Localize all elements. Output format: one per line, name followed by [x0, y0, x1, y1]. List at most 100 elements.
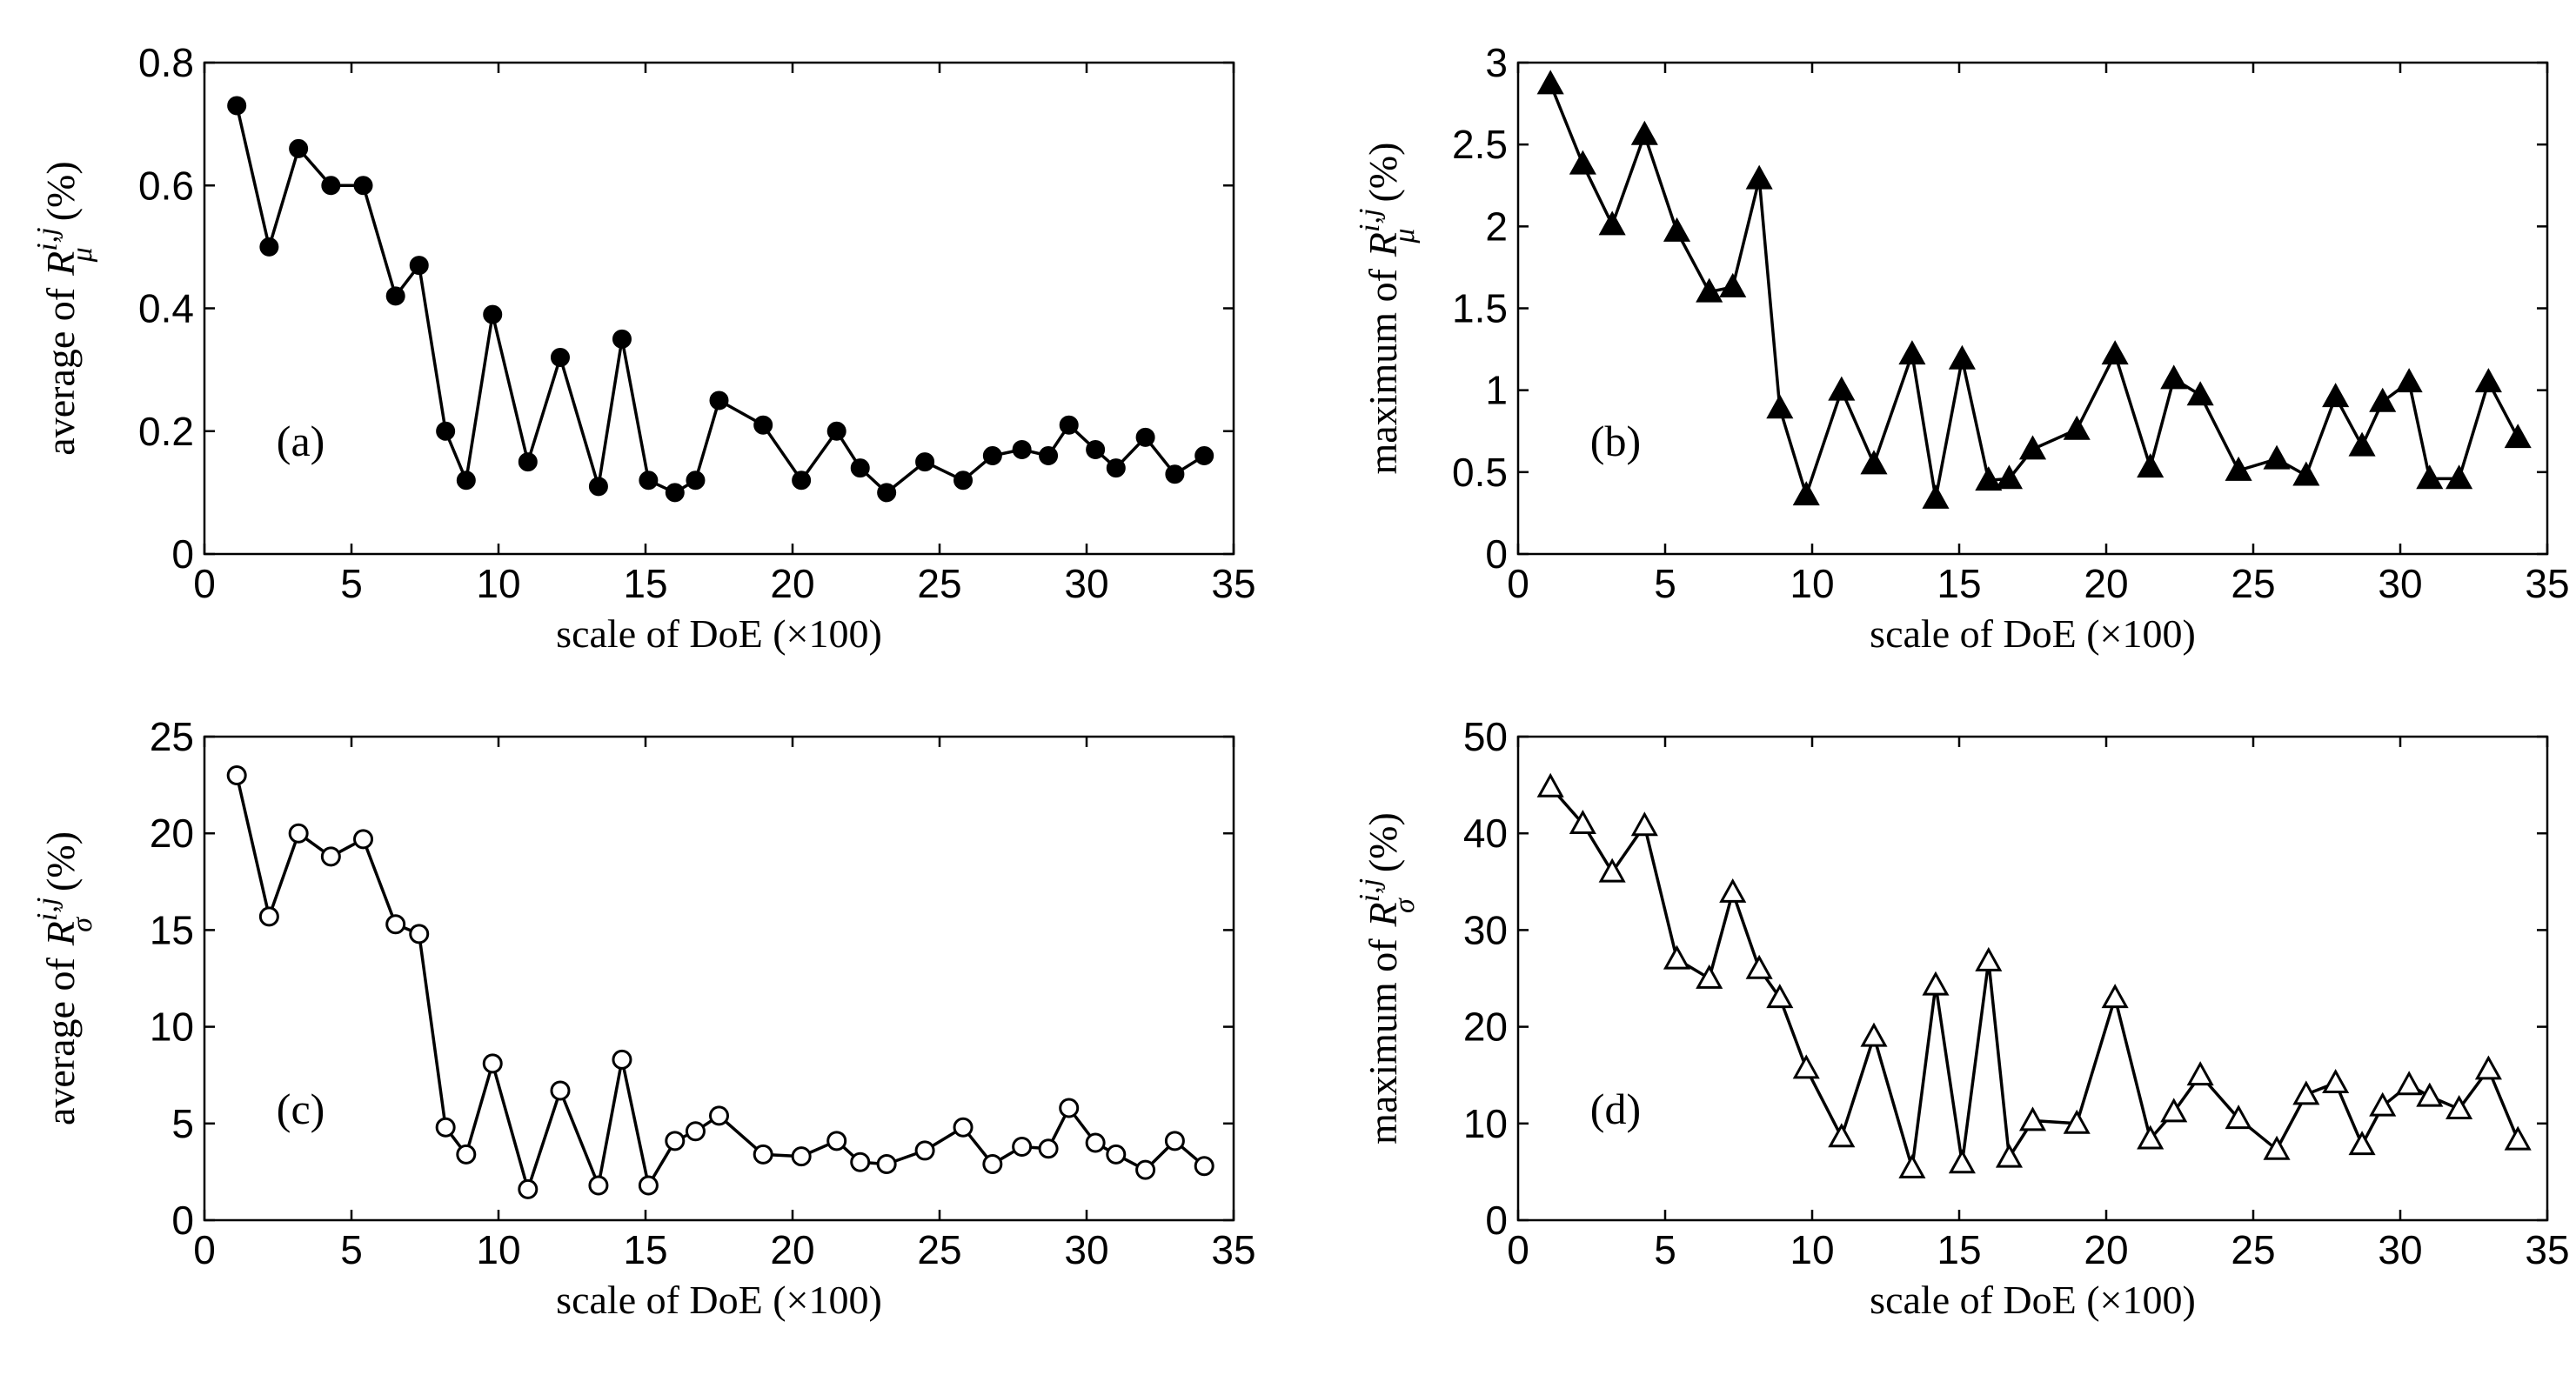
- data-point: [2395, 368, 2423, 393]
- x-axis-label: scale of DoE (×100): [556, 611, 882, 656]
- data-point: [1745, 164, 1773, 190]
- x-tick-label: 0: [1507, 1227, 1529, 1272]
- data-point: [409, 924, 430, 944]
- y-tick-label: 10: [1463, 1101, 1508, 1146]
- data-point: [1898, 340, 1926, 365]
- data-point: [2263, 1135, 2291, 1160]
- y-label-subscript: μ: [66, 247, 98, 263]
- data-point: [709, 390, 729, 410]
- y-label-subscript: σ: [66, 917, 98, 932]
- x-tick-label: 10: [1790, 561, 1834, 606]
- series-line: [1549, 785, 2519, 1170]
- y-label-symbol: R: [38, 921, 83, 946]
- y-axis-label: maximum of Ri,jμ (%): [1354, 143, 1421, 475]
- data-point: [409, 256, 429, 276]
- data-point: [259, 237, 279, 257]
- data-point: [1975, 466, 2003, 491]
- data-point: [877, 483, 897, 503]
- data-point: [588, 1175, 609, 1196]
- data-point: [2160, 364, 2188, 390]
- data-point: [1194, 1156, 1214, 1177]
- data-point: [321, 176, 341, 196]
- data-point: [289, 138, 309, 158]
- data-point: [1598, 210, 1626, 236]
- x-tick-label: 25: [2231, 1227, 2275, 1272]
- y-axis-label: maximum of Ri,jσ (%): [1354, 812, 1421, 1145]
- data-point: [1012, 439, 1032, 459]
- data-point: [2101, 984, 2129, 1009]
- panel-tag: (b): [1590, 417, 1641, 465]
- data-point: [588, 477, 608, 497]
- data-point: [1598, 858, 1626, 883]
- data-point: [2292, 461, 2320, 486]
- y-axis-label: average of Ri,jσ (%): [31, 831, 98, 1125]
- x-tick-label: 15: [623, 1227, 667, 1272]
- data-point: [2018, 1106, 2047, 1131]
- data-point: [709, 1105, 729, 1126]
- y-label-symbol: R: [38, 251, 83, 277]
- data-point: [1569, 809, 1596, 834]
- x-tick-label: 5: [1654, 561, 1676, 606]
- data-point: [436, 421, 456, 441]
- data-point: [2416, 464, 2444, 490]
- y-label-prefix: average of: [38, 287, 83, 455]
- data-point: [2063, 1109, 2091, 1134]
- x-tick-label: 20: [2084, 1227, 2128, 1272]
- y-label-suffix: (%): [1361, 812, 1405, 872]
- data-point: [2225, 1105, 2252, 1130]
- data-point: [953, 471, 974, 491]
- data-point: [518, 1178, 539, 1199]
- x-tick-label: 35: [2525, 561, 2569, 606]
- y-label-symbol: R: [1361, 902, 1405, 927]
- x-axis-label: scale of DoE (×100): [556, 1278, 882, 1322]
- y-tick-label: 25: [150, 714, 194, 759]
- data-point: [1106, 1144, 1127, 1165]
- data-point: [1135, 427, 1155, 447]
- data-point: [518, 452, 538, 472]
- data-point: [1898, 1153, 1926, 1178]
- y-label-suffix: (%): [38, 161, 83, 221]
- y-label-symbol: R: [1361, 232, 1405, 257]
- data-point: [226, 764, 247, 785]
- data-point: [665, 1131, 686, 1151]
- y-label-subscript: σ: [1388, 898, 1421, 913]
- data-point: [353, 829, 374, 850]
- data-point: [550, 1080, 571, 1101]
- data-point: [550, 348, 570, 367]
- y-label-superscript: i,j: [31, 898, 64, 921]
- data-point: [1948, 344, 1976, 370]
- data-point: [2160, 1098, 2188, 1123]
- data-point: [876, 1154, 897, 1175]
- data-point: [2225, 456, 2252, 481]
- data-point: [1766, 984, 1794, 1009]
- data-point: [1719, 878, 1747, 903]
- data-point: [1719, 272, 1747, 297]
- plot-frame: [203, 735, 1235, 1222]
- data-point: [1059, 415, 1079, 435]
- data-point: [826, 421, 846, 441]
- data-point: [2446, 464, 2473, 490]
- x-tick-label: 25: [917, 1227, 961, 1272]
- y-tick-label: 0.5: [1452, 450, 1508, 495]
- y-tick-label: 2: [1485, 204, 1508, 249]
- y-label-prefix: maximum of: [1361, 268, 1405, 474]
- data-point: [639, 471, 659, 491]
- panel-tag: (c): [277, 1085, 325, 1133]
- data-point: [826, 1131, 847, 1151]
- x-tick-label: 0: [193, 1227, 216, 1272]
- x-tick-label: 20: [770, 1227, 814, 1272]
- data-point: [2186, 381, 2214, 406]
- y-tick-label: 3: [1485, 40, 1508, 85]
- data-point: [1630, 811, 1658, 837]
- y-label-superscript: i,j: [31, 227, 64, 250]
- y-label-superscript: i,j: [1354, 878, 1386, 902]
- data-point: [612, 1049, 632, 1070]
- data-point: [1995, 464, 2024, 490]
- data-point: [1086, 439, 1106, 459]
- x-axis-label: scale of DoE (×100): [1870, 611, 2196, 656]
- data-point: [1536, 70, 1564, 95]
- data-point: [1696, 277, 1723, 303]
- data-point: [1038, 1138, 1059, 1159]
- data-point: [665, 483, 685, 503]
